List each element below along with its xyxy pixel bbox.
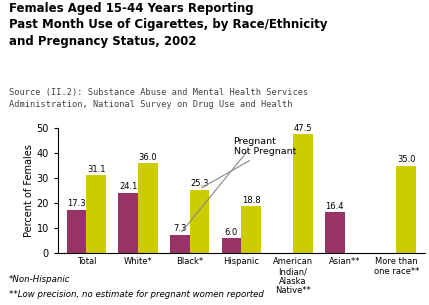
Text: 18.8: 18.8 [242, 196, 260, 205]
Bar [118, 193, 138, 253]
Bar [396, 166, 416, 253]
Text: **Low precision, no estimate for pregnant women reported: **Low precision, no estimate for pregnan… [9, 290, 263, 299]
Text: Source (II.2): Substance Abuse and Mental Health Services
Administration, Nation: Source (II.2): Substance Abuse and Menta… [9, 88, 308, 109]
Bar [222, 238, 241, 253]
Text: 17.3: 17.3 [67, 199, 86, 208]
Text: Females Aged 15-44 Years Reporting
Past Month Use of Cigarettes, by Race/Ethnici: Females Aged 15-44 Years Reporting Past … [9, 2, 327, 48]
Text: 25.3: 25.3 [190, 179, 209, 188]
Text: 35.0: 35.0 [397, 155, 415, 164]
Text: 16.4: 16.4 [326, 202, 344, 211]
Text: Pregnant: Pregnant [181, 137, 276, 232]
Text: 36.0: 36.0 [139, 152, 157, 162]
Text: 47.5: 47.5 [293, 124, 312, 133]
Text: Not Pregnant: Not Pregnant [202, 147, 296, 188]
Bar [170, 235, 190, 253]
Bar [293, 134, 313, 253]
Text: 6.0: 6.0 [225, 228, 238, 237]
Bar [86, 175, 106, 253]
Bar [66, 210, 86, 253]
Text: 24.1: 24.1 [119, 182, 137, 191]
Text: *Non-Hispanic: *Non-Hispanic [9, 274, 70, 284]
Bar [241, 206, 261, 253]
Bar [190, 190, 209, 253]
Bar [325, 212, 344, 253]
Y-axis label: Percent of Females: Percent of Females [24, 144, 34, 237]
Text: 7.3: 7.3 [173, 224, 187, 233]
Bar [138, 163, 157, 253]
Text: 31.1: 31.1 [87, 165, 106, 174]
